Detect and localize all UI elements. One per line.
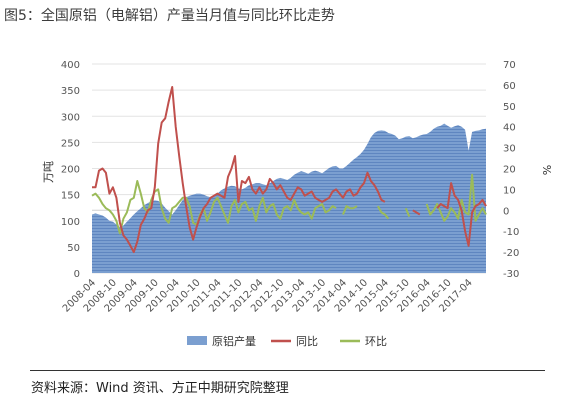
source-note: 资料来源：Wind 资讯、方正中期研究院整理 <box>31 381 289 396</box>
right-tick-label: 20 <box>503 165 516 176</box>
legend-label: 环比 <box>365 335 387 348</box>
right-tick-label: 30 <box>503 144 516 155</box>
right-tick-label: 70 <box>503 60 516 71</box>
left-tick-label: 400 <box>61 60 80 71</box>
source-divider <box>30 370 545 371</box>
right-tick-label: -30 <box>503 269 519 280</box>
chart-lines <box>91 86 487 254</box>
left-tick-label: 0 <box>74 269 80 280</box>
right-tick-label: 50 <box>503 102 516 113</box>
right-tick-label: 60 <box>503 81 516 92</box>
right-tick-label: -20 <box>503 248 519 259</box>
legend-label: 原铝产量 <box>212 334 256 348</box>
right-tick-label: 40 <box>503 123 516 134</box>
legend-swatch-area <box>187 336 207 345</box>
mom-line <box>91 173 487 235</box>
left-tick-label: 200 <box>61 165 80 176</box>
figure-title: 图5：全国原铝（电解铝）产量当月值与同比环比走势 <box>4 8 335 24</box>
right-tick-label: 10 <box>503 185 516 196</box>
left-tick-label: 100 <box>61 217 80 228</box>
left-tick-label: 350 <box>61 86 80 97</box>
left-tick-label: 150 <box>61 191 80 202</box>
left-tick-label: 300 <box>61 112 80 123</box>
legend-label: 同比 <box>296 335 318 348</box>
left-axis-label: 万吨 <box>42 161 55 183</box>
right-tick-label: 0 <box>503 206 509 217</box>
right-tick-label: -10 <box>503 227 519 238</box>
chart-legend: 原铝产量 同比 环比 <box>187 334 387 348</box>
left-tick-label: 250 <box>61 138 80 149</box>
yoy-line <box>92 86 487 254</box>
right-axis-label: % <box>540 165 553 175</box>
left-tick-label: 50 <box>67 243 80 254</box>
